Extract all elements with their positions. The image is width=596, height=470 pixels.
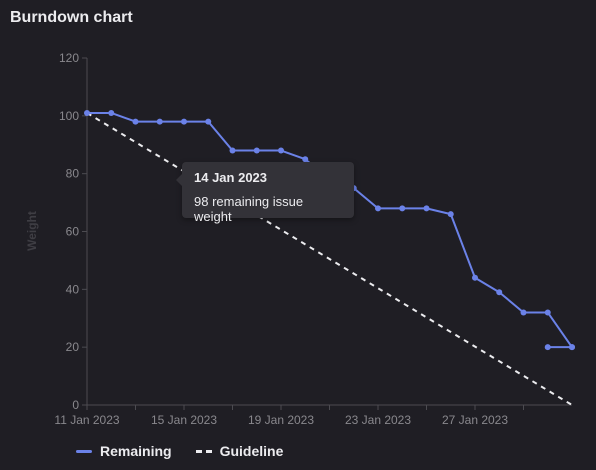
remaining-data-point [423, 205, 430, 212]
legend-swatch-guideline [195, 449, 212, 453]
legend-swatch-remaining [76, 449, 92, 453]
data-point-tooltip: 14 Jan 2023 98 remaining issue weight [176, 162, 354, 224]
tooltip-value: 98 remaining issue weight [194, 194, 304, 224]
remaining-data-point [253, 147, 260, 154]
y-tick-label: 100 [59, 109, 79, 123]
x-axis: 11 Jan 2023 15 Jan 2023 19 Jan 2023 23 Jan … [54, 404, 572, 427]
x-tick-label: 15 Jan 2023 [151, 413, 217, 427]
remaining-data-point [181, 118, 187, 125]
legend-item-guideline[interactable]: Guideline [195, 443, 284, 459]
chart-title: Burndown chart [10, 9, 133, 26]
chart-series [84, 109, 575, 406]
legend-label-remaining: Remaining [100, 443, 172, 459]
x-tick-label: 19 Jan 2023 [248, 413, 314, 427]
remaining-series-line [87, 111, 573, 348]
x-tick-label: 11 Jan 2023 [54, 413, 119, 427]
remaining-data-point [496, 289, 503, 296]
remaining-data-point [108, 109, 115, 116]
guideline-series-line [86, 112, 573, 406]
chart-legend: Remaining Guideline [76, 443, 283, 459]
y-tick-label: 80 [66, 167, 80, 181]
tooltip-date: 14 Jan 2023 [194, 170, 268, 185]
remaining-data-point [447, 211, 454, 218]
y-tick-label: 0 [72, 398, 79, 412]
x-tick-label: 23 Jan 2023 [345, 413, 411, 427]
remaining-data-point [569, 344, 575, 351]
x-tick-label: 27 Jan 2023 [442, 413, 508, 427]
y-tick-label: 120 [59, 51, 79, 65]
y-tick-label: 40 [66, 282, 80, 296]
remaining-data-point [399, 205, 406, 212]
remaining-data-point [278, 147, 284, 154]
remaining-data-point [544, 344, 551, 351]
remaining-data-point [156, 118, 163, 125]
remaining-data-point [84, 109, 90, 116]
legend-item-remaining[interactable]: Remaining [76, 443, 172, 459]
remaining-data-point [205, 118, 212, 125]
remaining-data-point [132, 118, 139, 125]
y-tick-label: 60 [66, 225, 80, 239]
remaining-data-point [302, 156, 309, 163]
remaining-data-point [375, 205, 381, 212]
remaining-data-point [520, 309, 527, 316]
remaining-data-point [472, 274, 478, 281]
y-axis: 0 20 40 60 80 100 120 [59, 51, 88, 412]
legend-label-guideline: Guideline [219, 443, 284, 459]
y-tick-label: 20 [66, 340, 80, 354]
y-axis-title: Weight [25, 211, 39, 251]
remaining-data-point [229, 147, 236, 154]
remaining-data-point [544, 309, 551, 316]
